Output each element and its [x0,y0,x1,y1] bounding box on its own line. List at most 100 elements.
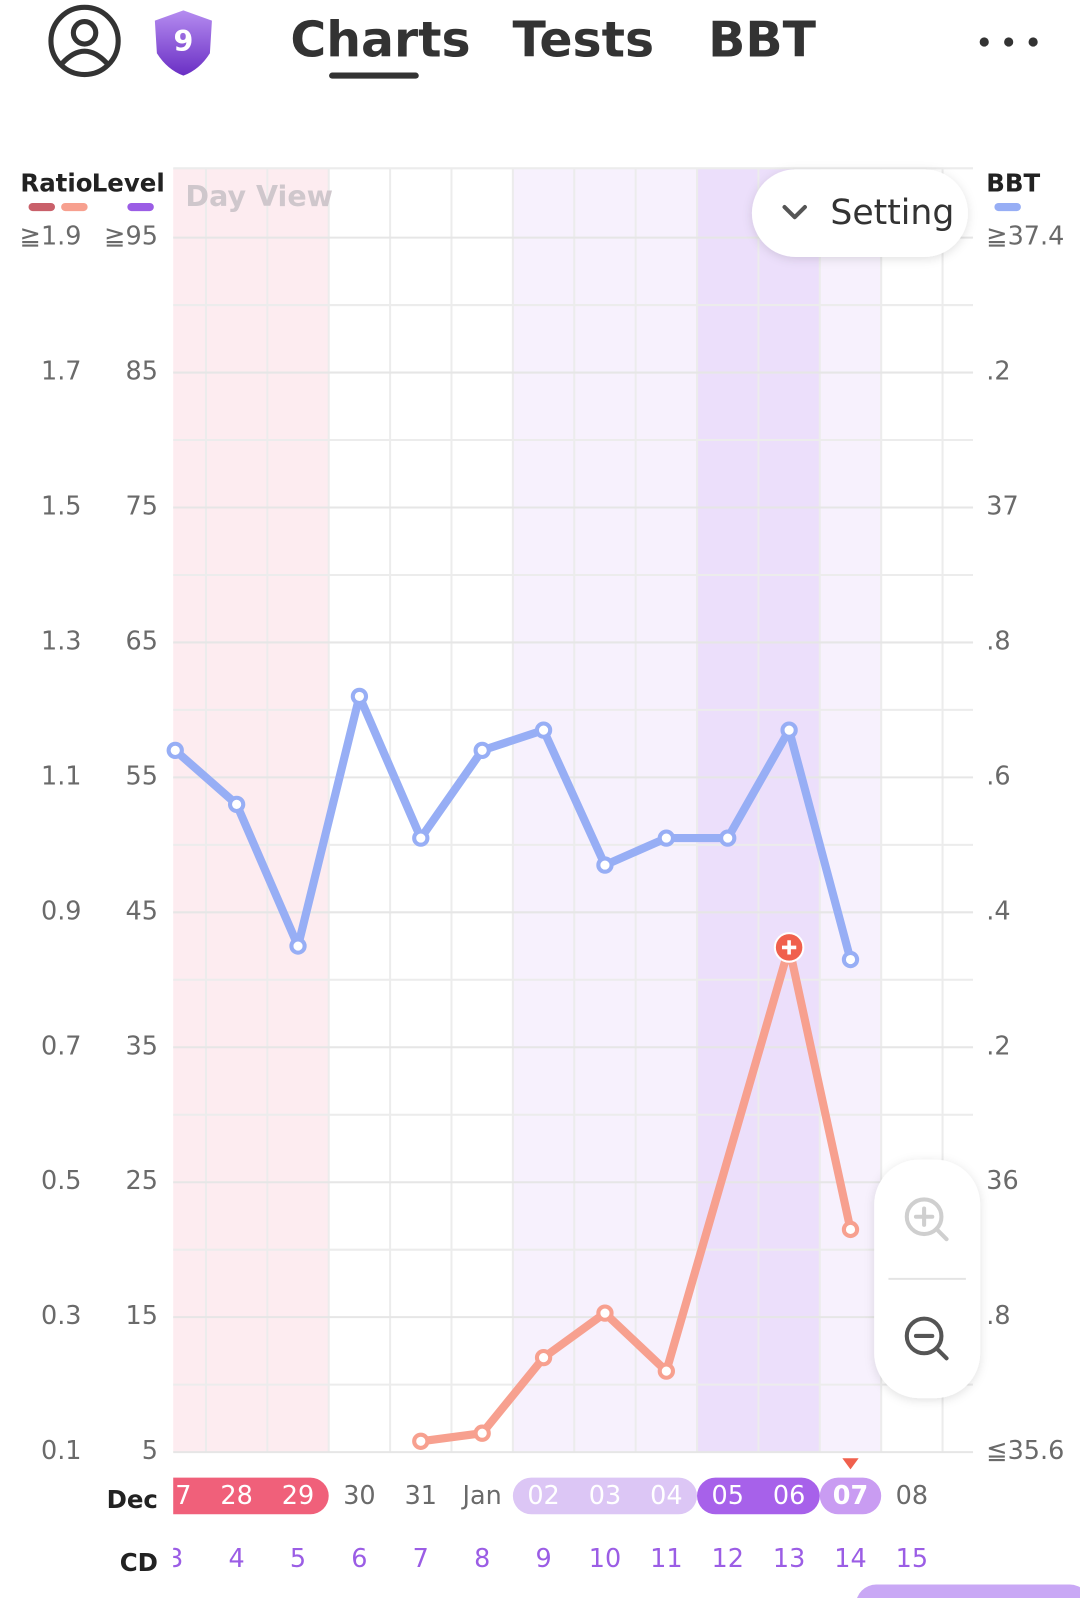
data-point [841,1220,860,1239]
data-point [780,721,798,739]
date-label: 02 [527,1481,559,1511]
phase-band [819,168,882,1453]
ratio-tick-label: 0.7 [41,1031,82,1061]
ratio-tick-label: 1.5 [41,491,82,521]
month-label: Dec [107,1485,158,1514]
cd-label: 5 [290,1544,306,1574]
cd-label: 4 [229,1544,245,1574]
level-badge[interactable]: 9 [154,10,212,76]
tab[interactable]: BBT [708,12,817,69]
cd-label: 7 [413,1544,429,1574]
data-point [412,829,430,847]
bbt-tick-label: ≦35.6 [986,1436,1064,1466]
level-tick-label: 5 [142,1436,158,1466]
tab[interactable]: Tests [512,12,654,69]
peak-plus [781,940,797,955]
level-tick-label: 35 [126,1031,158,1061]
level-tick-label: 55 [126,761,158,791]
cd-label: 12 [712,1544,744,1574]
date-label: 04 [650,1481,682,1511]
date-label: 28 [220,1481,252,1511]
date-label: 30 [343,1481,375,1511]
legend-swatch [61,202,88,212]
zoom-panel [874,1159,981,1399]
ratio-tick-label: 1.1 [41,761,82,791]
date-pill [512,1477,698,1515]
date-label: 29 [282,1481,314,1511]
date-label: 31 [405,1481,437,1511]
setting-label: Setting [830,193,954,233]
today-marker [842,1458,859,1470]
legend-swatch [28,202,56,212]
data-point [719,829,737,847]
date-label: 27 [159,1481,191,1511]
bbt-tick-label: ≧37.4 [986,222,1064,252]
data-point [412,1432,430,1450]
data-point [289,937,307,955]
bottom-button[interactable] [856,1584,1080,1598]
ratio-tick-label: 0.3 [41,1301,82,1331]
ratio-tick-label: 1.7 [41,357,82,387]
view-label: Day View [185,180,333,213]
axis-rows: 27 28 29 30 31 Jan 02 03 04 05 06 07 08 3 4 5 6 7 8 9 10 11 12… [159,1477,928,1574]
ratio-tick-label: 0.1 [41,1436,82,1466]
data-point [350,687,369,706]
zoom-in-button[interactable] [904,1197,949,1242]
bbt-tick-label: .4 [986,896,1010,926]
legend-label: BBT [986,169,1040,198]
bbt-tick-label: 37 [986,491,1018,521]
date-pill [697,1477,820,1515]
bbt-tick-label: .8 [986,626,1010,656]
phase-band [512,168,698,1453]
tab[interactable]: Charts [290,12,470,69]
data-point [534,721,553,739]
date-label: 06 [773,1481,805,1511]
cd-label: 8 [474,1544,490,1574]
data-point [596,856,614,874]
cd-label: 11 [650,1544,682,1574]
phase-band [173,168,329,1453]
data-point [596,1304,614,1322]
bbt-tick-label: .6 [986,761,1010,791]
bbt-tick-label: .8 [986,1301,1010,1331]
cd-label: 9 [535,1544,551,1574]
ratio-tick-label: ≧1.9 [20,222,82,252]
data-point [166,741,184,760]
profile-button[interactable] [48,4,121,78]
date-pill [173,1477,329,1515]
badge-number: 9 [173,25,193,58]
data-point [657,829,675,847]
ratio-tick-label: 0.5 [41,1166,82,1196]
cd-axis-label: CD [120,1548,158,1577]
cd-label: 6 [351,1544,367,1574]
legend-label: Ratio [20,169,92,198]
setting-button[interactable]: Setting [751,169,968,257]
legend-swatch [994,202,1021,212]
level-tick-label: 45 [126,896,158,926]
data-point [473,1424,491,1442]
cd-label: 14 [834,1544,866,1574]
date-pill [819,1477,882,1515]
legend-label: Level [92,169,165,198]
data-point [227,795,246,814]
zoom-out-button[interactable] [904,1316,949,1361]
level-tick-label: ≧95 [104,222,158,252]
bbt-tick-label: .2 [986,1031,1010,1061]
cd-label: 13 [773,1544,805,1574]
level-tick-label: 85 [126,357,158,387]
bbt-tick-label: 36 [986,1166,1018,1196]
ratio-tick-label: 1.3 [41,626,82,656]
level-tick-label: 65 [126,626,158,656]
bbt-tick-label: .2 [986,357,1010,387]
chart: 51525354555657585≧950.10.30.50.70.91.11.… [20,167,1064,1577]
legend-swatch [127,202,154,212]
level-tick-label: 25 [126,1166,158,1196]
data-point [473,741,491,760]
more-button[interactable] [979,37,1038,47]
date-label: 07 [833,1481,868,1511]
level-tick-label: 75 [126,491,158,521]
date-label: 05 [712,1481,744,1511]
cd-label: 10 [589,1544,621,1574]
tab-indicator [329,72,419,79]
